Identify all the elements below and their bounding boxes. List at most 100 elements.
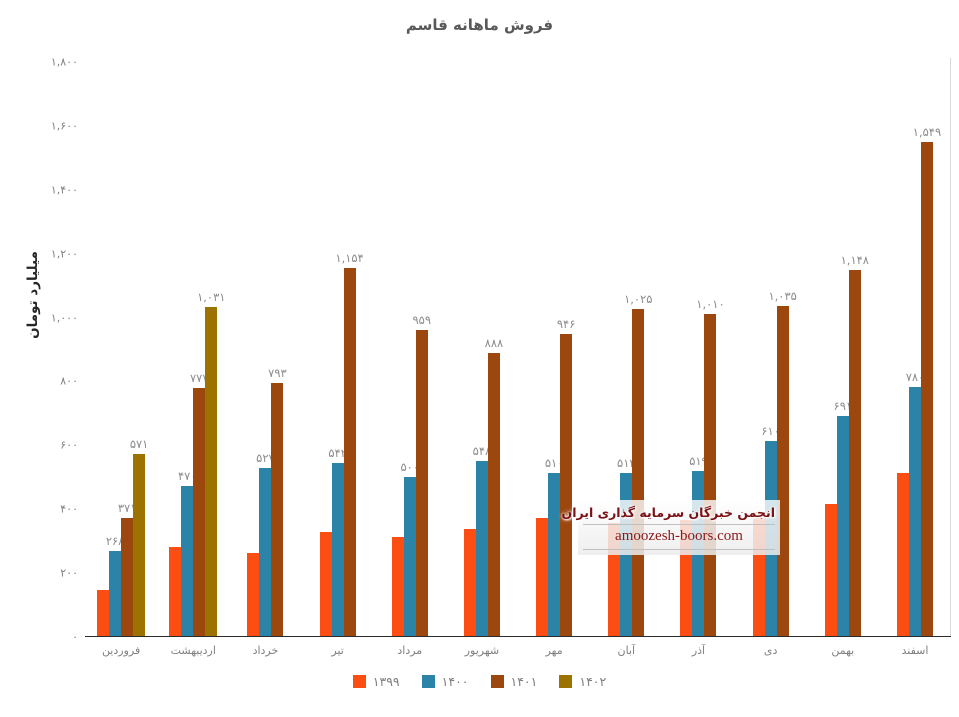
legend-item-1399: ۱۳۹۹ xyxy=(352,674,400,689)
y-tick-label: ۱,۸۰۰ xyxy=(50,55,78,69)
bar-1401: ۱,۱۵۴ xyxy=(335,251,364,636)
bar-1399 xyxy=(824,503,837,636)
bar-data-label: ۷۹۳ xyxy=(268,366,287,381)
bar-data-label: ۵۴۸ xyxy=(472,444,492,459)
plot-right-border xyxy=(950,58,951,637)
bar-data-label: ۴۷۰ xyxy=(177,469,197,484)
x-axis-label: مهر xyxy=(545,644,563,657)
bar-1400: ۷۸۰ xyxy=(906,370,924,636)
bar-group: ۵۴۲ ۱,۱۵۴ xyxy=(302,62,374,636)
bar-1401: ۱,۵۴۹ xyxy=(913,125,941,636)
y-tick-label: ۸۰۰ xyxy=(60,374,78,388)
bar-data-label: ۸۸۸ xyxy=(484,335,504,350)
bar-group: ۴۷۰ ۷۷۷ ۱,۰۳۱ xyxy=(157,62,229,636)
bar-1401: ۹۴۶ xyxy=(557,317,575,636)
bar-data-label: ۵۱۰ xyxy=(544,456,564,471)
y-tick-label: ۶۰۰ xyxy=(60,438,78,452)
legend-item-1402: ۱۴۰۲ xyxy=(559,674,606,689)
bar-data-label: ۳۷۱ xyxy=(117,500,137,515)
watermark-url: amoozesh-boors.com xyxy=(615,528,743,544)
x-axis-label: اسفند xyxy=(901,644,929,657)
x-axis-label: آذر xyxy=(691,644,706,657)
bar-1399 xyxy=(319,532,332,636)
legend-swatch-icon xyxy=(352,675,366,688)
bar-data-label: ۷۷۷ xyxy=(189,371,209,386)
bar-group: ۷۸۰ ۱,۵۴۹ xyxy=(879,62,951,636)
bar-data-label: ۱,۰۲۵ xyxy=(624,292,653,307)
bar-group: ۲۶۸ ۳۷۱ ۵۷۱ xyxy=(85,62,157,636)
bar-1401: ۱,۱۴۸ xyxy=(841,253,869,636)
bar-1400: ۶۹۱ xyxy=(834,399,852,636)
bar-data-label: ۱,۱۵۴ xyxy=(335,251,364,266)
x-axis-label: شهریور xyxy=(464,644,500,657)
x-axis-label: دی xyxy=(763,644,778,657)
bar-1401: ۸۸۸ xyxy=(485,336,503,636)
bar-1399 xyxy=(391,537,404,636)
bar-data-label: ۶۹۱ xyxy=(833,398,853,413)
x-axis-label: فروردین xyxy=(101,644,141,657)
plot-area: ۲۶۸ ۳۷۱ ۵۷۱ ۴۷۰ ۷۷۷ ۱,۰۳۱ ۵۲۷ ۷۹۳ ۵۴۲ ۱,۱۵۴ ۵۰۰ ۹۵۹… xyxy=(85,62,951,637)
bar-data-label: ۹۵۹ xyxy=(412,313,432,328)
x-axis-label: تیر xyxy=(331,644,344,657)
bar-data-label: ۱,۰۳۵ xyxy=(768,288,797,303)
x-axis-label: بهمن xyxy=(831,644,855,657)
x-axis-label: مرداد xyxy=(397,644,423,657)
bar-group: ۵۲۷ ۷۹۳ xyxy=(229,62,301,636)
watermark-divider-bottom xyxy=(583,549,775,550)
bar-1402: ۱,۰۳۱ xyxy=(197,290,225,636)
bar-data-label: ۵۲۷ xyxy=(256,450,275,465)
bar-1400: ۵۴۲ xyxy=(328,446,347,636)
bar-1401: ۹۵۹ xyxy=(413,313,431,636)
watermark-title: انجمن خبرگان سرمایه گذاری ایران xyxy=(561,505,775,520)
legend-item-1400: ۱۴۰۰ xyxy=(421,674,469,689)
bar-1401: ۷۷۷ xyxy=(190,371,209,636)
bar-1399 xyxy=(97,589,110,636)
bar-1400: ۵۱۰ xyxy=(545,456,563,636)
bar-1399 xyxy=(536,518,549,636)
bar-1401: ۱,۰۱۰ xyxy=(696,297,725,636)
bar-1399 xyxy=(463,529,476,636)
bar-1401: ۱,۰۳۵ xyxy=(768,289,797,636)
legend-label: ۱۳۹۹ xyxy=(372,674,400,689)
bar-group: ۵۴۸ ۸۸۸ xyxy=(446,62,518,636)
legend-swatch-icon xyxy=(421,675,435,688)
y-tick-label: ۰ xyxy=(72,630,78,644)
bar-1402: ۵۷۱ xyxy=(130,437,148,636)
legend-item-1401: ۱۴۰۱ xyxy=(490,674,538,689)
legend-label: ۱۴۰۱ xyxy=(510,674,538,689)
bar-1401: ۷۹۳ xyxy=(268,366,287,636)
legend-swatch-icon xyxy=(490,675,504,688)
legend: ۱۳۹۹ ۱۴۰۰ ۱۴۰۱ ۱۴۰۲ xyxy=(0,674,959,689)
bar-data-label: ۵۰۰ xyxy=(400,459,420,474)
watermark: انجمن خبرگان سرمایه گذاری ایران amoozesh… xyxy=(561,500,780,555)
bar-1400: ۵۰۰ xyxy=(401,460,419,636)
bar-data-label: ۱,۱۴۸ xyxy=(840,252,869,267)
chart-title: فروش ماهانه قاسم xyxy=(405,16,554,34)
bar-data-label: ۵۱۲ xyxy=(617,455,636,470)
legend-label: ۱۴۰۲ xyxy=(579,674,607,689)
y-tick-label: ۴۰۰ xyxy=(60,502,78,516)
bar-data-label: ۷۸۰ xyxy=(905,370,925,385)
bar-group: ۵۰۰ ۹۵۹ xyxy=(374,62,446,636)
bar-data-label: ۲۶۸ xyxy=(105,533,125,548)
bar-data-label: ۵۱۹ xyxy=(689,453,708,468)
bar-group: ۵۱۰ ۹۴۶ xyxy=(518,62,590,636)
bar-data-label: ۵۷۱ xyxy=(129,436,149,451)
y-axis-ticks: ۰ ۲۰۰ ۴۰۰ ۶۰۰ ۸۰۰ ۱,۰۰۰ ۱,۲۰۰ ۱,۴۰۰ ۱,۶۰۰ ۱,۸۰۰ xyxy=(0,56,78,644)
bar-data-label: ۱,۰۱۰ xyxy=(696,296,725,311)
bar-1400: ۵۲۷ xyxy=(256,451,275,636)
bar-data-label: ۱,۰۳۱ xyxy=(197,290,226,305)
x-axis-label: خرداد xyxy=(252,644,279,657)
bar-1399 xyxy=(896,473,909,636)
bar-1400: ۴۷۰ xyxy=(178,469,197,636)
bar-data-label: ۵۴۲ xyxy=(328,446,347,461)
bar-data-label: ۹۴۶ xyxy=(556,317,576,332)
bar-1400: ۵۴۸ xyxy=(473,444,491,636)
bar-1399 xyxy=(169,546,182,636)
bar-1399 xyxy=(247,553,260,636)
y-tick-label: ۱,۶۰۰ xyxy=(50,119,78,133)
bar-1400: ۲۶۸ xyxy=(106,534,124,636)
legend-label: ۱۴۰۰ xyxy=(441,674,469,689)
bar-1401: ۱,۰۲۵ xyxy=(624,292,652,636)
